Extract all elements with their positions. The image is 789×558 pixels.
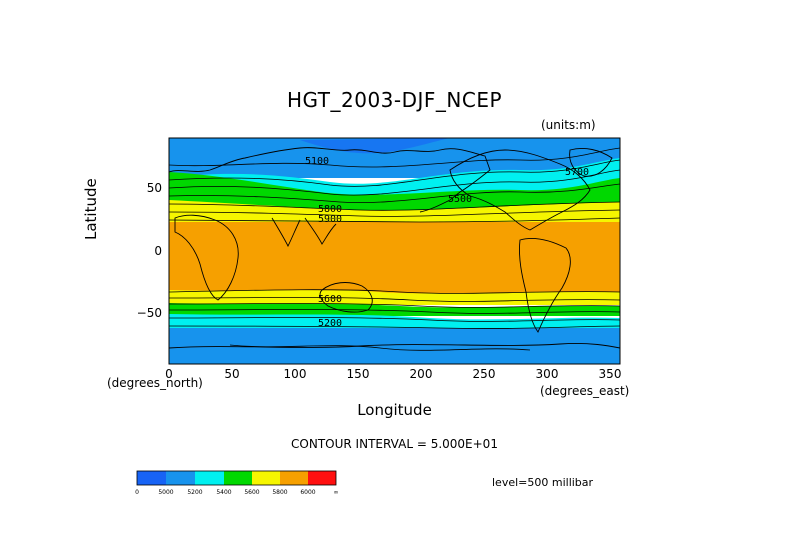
colorbar-swatch [224,471,252,485]
band-polar-south [169,328,620,364]
x-tick-label: 150 [347,367,370,381]
colorbar-label: 5000 [158,489,173,496]
coast-north-america [449,149,591,231]
y-tick-label: 0 [154,244,162,258]
colorbar-label: 5600 [244,489,259,496]
x-axis-label: Longitude [357,401,432,419]
colorbar-label: 5200 [187,489,202,496]
contour-label: 5600 [318,294,342,305]
colorbar-label: 0 [135,489,139,496]
colorbar: 0 5000 5200 5400 5600 5800 6000 ∞ [135,470,339,496]
x-tick-label: 250 [473,367,496,381]
x-tick-label: 350 [599,367,622,381]
x-unit-left: (degrees_north) [107,376,203,390]
y-axis-label: Latitude [82,178,100,240]
colorbar-label: ∞ [334,489,339,496]
colorbar-label: 5400 [216,489,231,496]
band-south-yellow [169,290,620,305]
colorbar-swatch [137,471,166,485]
contour-label: 5800 [318,204,342,215]
plot-frame [168,137,621,365]
contour-label: 5700 [565,167,589,178]
contour-label-group: 5100 5500 5800 5900 5600 5200 5700 [305,156,589,329]
x-tick-label: 100 [284,367,307,381]
colorbar-label: 5800 [272,489,287,496]
colorbar-swatch [280,471,308,485]
contour-label: 5500 [448,194,472,205]
coast-india [271,217,301,248]
coast-australia [319,282,373,313]
coast-greenland [569,147,613,177]
x-ticks: 0 50 100 150 200 250 300 350 [165,367,621,381]
x-unit-right: (degrees_east) [540,384,630,398]
contour-label: 5900 [318,214,342,225]
contour-lines [169,147,620,351]
coast-eurasia [169,147,491,213]
x-tick-label: 0 [165,367,173,381]
coast-seasia [304,217,337,245]
x-tick-label: 200 [410,367,433,381]
contour-label: 5200 [318,318,342,329]
units-label: (units:m) [541,118,596,132]
y-tick-label: 50 [147,181,162,195]
y-tick-label: −50 [137,306,162,320]
contour-label: 5100 [305,156,329,167]
y-ticks: 50 0 −50 [137,181,162,320]
contour-interval-note: CONTOUR INTERVAL = 5.000E+01 [291,437,498,451]
colorbar-label: 6000 [300,489,315,496]
x-tick-label: 50 [224,367,239,381]
x-tick-label: 300 [536,367,559,381]
band-north-green [169,172,620,215]
coast-africa [174,214,239,301]
coast-antarctica [169,343,620,349]
coastlines [169,147,620,349]
colorbar-swatch [252,471,280,485]
colorbar-swatch [195,471,224,485]
filled-contour-map: 5100 5500 5800 5900 5600 5200 5700 [169,138,620,364]
colorbar-swatch [308,471,336,485]
level-note: level=500 millibar [492,476,594,489]
blue-patch-north [300,138,450,154]
chart-title: HGT_2003-DJF_NCEP [286,88,503,112]
band-tropics [169,222,620,294]
coast-south-america [519,237,571,333]
colorbar-swatch [166,471,195,485]
